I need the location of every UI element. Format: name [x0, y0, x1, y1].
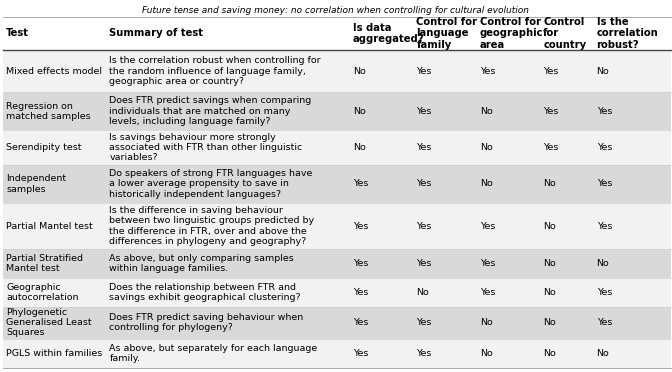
Text: Yes: Yes [417, 222, 432, 231]
Text: No: No [543, 318, 556, 327]
Text: Is savings behaviour more strongly
associated with FTR than other linguistic
var: Is savings behaviour more strongly assoc… [110, 133, 302, 163]
Text: No: No [353, 107, 366, 116]
Text: No: No [543, 179, 556, 188]
Text: Yes: Yes [417, 259, 432, 268]
Text: Control
for
country: Control for country [543, 17, 587, 50]
Text: Yes: Yes [353, 288, 368, 297]
Text: Yes: Yes [543, 143, 558, 152]
Text: Serendipity test: Serendipity test [6, 143, 81, 152]
Text: Partial Stratified
Mantel test: Partial Stratified Mantel test [6, 254, 83, 273]
Text: Yes: Yes [417, 179, 432, 188]
Text: No: No [353, 143, 366, 152]
Text: Yes: Yes [417, 107, 432, 116]
Text: Yes: Yes [597, 179, 612, 188]
Text: Yes: Yes [417, 318, 432, 327]
Text: Yes: Yes [543, 107, 558, 116]
Text: Geographic
autocorrelation: Geographic autocorrelation [6, 283, 79, 302]
Text: No: No [480, 143, 493, 152]
Text: No: No [597, 349, 610, 358]
Text: Summary of test: Summary of test [110, 28, 204, 38]
Text: Yes: Yes [597, 143, 612, 152]
Text: Partial Mantel test: Partial Mantel test [6, 222, 93, 231]
Text: No: No [543, 349, 556, 358]
Text: No: No [543, 259, 556, 268]
Text: Mixed effects model: Mixed effects model [6, 67, 102, 76]
Text: Yes: Yes [353, 318, 368, 327]
Text: No: No [480, 349, 493, 358]
Text: Does FTR predict savings when comparing
individuals that are matched on many
lev: Does FTR predict savings when comparing … [110, 96, 312, 126]
Text: Regression on
matched samples: Regression on matched samples [6, 102, 91, 121]
Text: Do speakers of strong FTR languages have
a lower average propensity to save in
h: Do speakers of strong FTR languages have… [110, 169, 313, 199]
Text: Yes: Yes [353, 222, 368, 231]
Text: No: No [417, 288, 429, 297]
Text: No: No [353, 67, 366, 76]
Text: Yes: Yes [353, 259, 368, 268]
Text: Yes: Yes [417, 67, 432, 76]
Text: Control for
geographic
area: Control for geographic area [480, 17, 544, 50]
Text: Yes: Yes [597, 107, 612, 116]
Text: Yes: Yes [480, 288, 495, 297]
Text: Phylogenetic
Generalised Least
Squares: Phylogenetic Generalised Least Squares [6, 308, 91, 337]
Text: Control for
language
family: Control for language family [417, 17, 477, 50]
Text: No: No [480, 318, 493, 327]
Text: No: No [480, 179, 493, 188]
Text: Future tense and saving money: no correlation when controlling for cultural evol: Future tense and saving money: no correl… [142, 6, 530, 15]
Text: Test: Test [6, 28, 29, 38]
Text: Does FTR predict saving behaviour when
controlling for phylogeny?: Does FTR predict saving behaviour when c… [110, 313, 304, 332]
Text: Is the
correlation
robust?: Is the correlation robust? [597, 17, 659, 50]
Text: No: No [597, 259, 610, 268]
Text: Yes: Yes [543, 67, 558, 76]
Text: Yes: Yes [417, 349, 432, 358]
Text: Does the relationship between FTR and
savings exhibit geographical clustering?: Does the relationship between FTR and sa… [110, 283, 301, 302]
Text: Yes: Yes [480, 259, 495, 268]
Text: Is the correlation robust when controlling for
the random influence of language : Is the correlation robust when controlli… [110, 56, 321, 86]
Text: PGLS within families: PGLS within families [6, 349, 102, 358]
Text: No: No [597, 67, 610, 76]
Text: Yes: Yes [417, 143, 432, 152]
Text: No: No [480, 107, 493, 116]
Text: Yes: Yes [597, 222, 612, 231]
Text: Yes: Yes [480, 222, 495, 231]
Text: Is data
aggregated?: Is data aggregated? [353, 23, 425, 44]
Text: Independent
samples: Independent samples [6, 174, 66, 193]
Text: Is the difference in saving behaviour
between two linguistic groups predicted by: Is the difference in saving behaviour be… [110, 206, 314, 246]
Text: As above, but only comparing samples
within language families.: As above, but only comparing samples wit… [110, 254, 294, 273]
Text: Yes: Yes [597, 318, 612, 327]
Text: No: No [543, 222, 556, 231]
Text: Yes: Yes [353, 179, 368, 188]
Text: As above, but separately for each language
family.: As above, but separately for each langua… [110, 344, 318, 363]
Text: Yes: Yes [480, 67, 495, 76]
Text: Yes: Yes [597, 288, 612, 297]
Text: No: No [543, 288, 556, 297]
Text: Yes: Yes [353, 349, 368, 358]
